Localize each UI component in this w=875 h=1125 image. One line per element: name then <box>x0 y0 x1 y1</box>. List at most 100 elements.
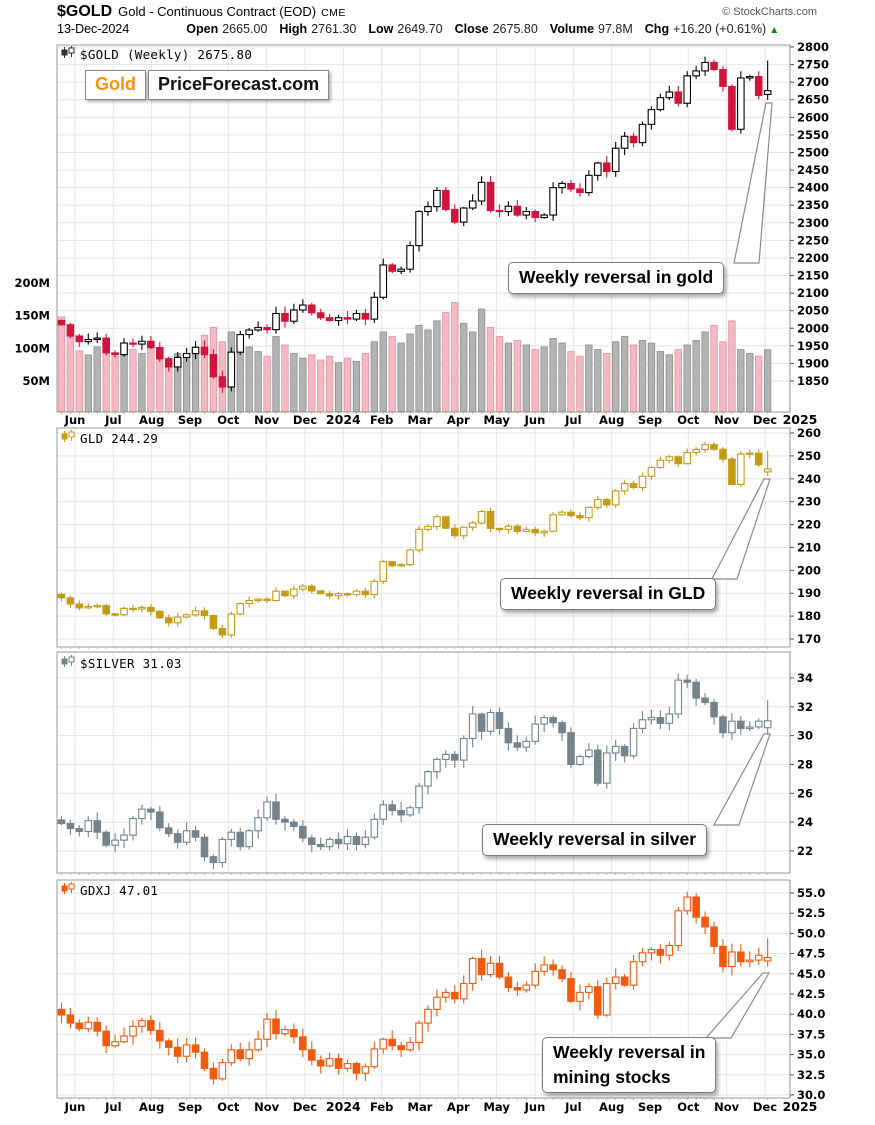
candle-up <box>540 964 548 972</box>
logo-gold-text: Gold <box>85 70 146 100</box>
candle-down <box>66 823 75 830</box>
candle-up <box>585 174 593 194</box>
candle-down <box>450 208 459 223</box>
price-axis-label: 2750 <box>797 58 829 72</box>
candle-down <box>334 838 343 845</box>
candle-down <box>701 697 709 704</box>
low-value: 2649.70 <box>397 22 443 36</box>
volume-bar <box>317 359 325 412</box>
candle-down <box>147 1020 155 1031</box>
candle-up <box>406 245 414 270</box>
candle-down <box>281 590 289 597</box>
candle-up <box>540 214 548 219</box>
month-axis-label: Nov <box>714 413 740 427</box>
month-axis-label: Oct <box>677 413 700 427</box>
candle-up <box>245 600 253 605</box>
candle-up <box>647 717 656 721</box>
candle-up <box>656 459 665 469</box>
candle-up <box>629 961 638 986</box>
candle-up <box>361 1066 370 1074</box>
candle-down <box>683 679 692 683</box>
candle-down <box>209 614 218 630</box>
candle-down <box>495 209 504 213</box>
candle-up <box>290 309 298 322</box>
volume-bar <box>272 336 280 412</box>
candle-up <box>638 952 647 963</box>
candle-down <box>147 808 155 813</box>
goldpriceforecast-logo: Gold PriceForecast.com <box>85 70 330 100</box>
candle-down <box>692 896 700 918</box>
candle-up <box>191 346 200 355</box>
volume-bar <box>719 341 727 412</box>
candle-up <box>325 1058 334 1067</box>
candle-down <box>737 720 745 729</box>
plot-frame <box>56 427 791 648</box>
candle-up <box>433 516 441 527</box>
candle-down <box>155 610 164 619</box>
candle-down <box>754 452 763 466</box>
candle-up <box>84 820 93 833</box>
gld-chart: 260 250 240 230 220 210 200 190 180 170 <box>56 426 821 649</box>
candle-down <box>728 85 736 130</box>
candle-up <box>120 342 128 356</box>
volume-bar <box>469 331 477 412</box>
candle-up <box>397 564 405 567</box>
price-axis-label: 1950 <box>797 339 829 353</box>
volume-bar <box>549 338 557 412</box>
candle-up <box>415 528 423 551</box>
candle-up <box>459 982 468 1000</box>
quote-line: 13-Dec-2024 Open 2665.00 High 2761.30 Low 2649… <box>57 22 779 36</box>
candle-down <box>236 1049 245 1060</box>
price-axis-label: 2150 <box>797 269 829 283</box>
candle-up <box>370 580 379 596</box>
candle-up <box>138 340 146 345</box>
annotation-pointer <box>711 478 771 580</box>
candle-up <box>459 207 468 223</box>
candlestick-icon <box>61 46 80 62</box>
volume-bar <box>522 344 530 412</box>
candle-down <box>513 986 522 991</box>
candle-down <box>129 607 137 611</box>
candle-down <box>442 189 450 210</box>
volume-bar <box>263 355 271 412</box>
candle-down <box>307 585 316 592</box>
candle-up <box>683 75 692 104</box>
volume-value: 97.8M <box>598 22 633 36</box>
volume-bar <box>370 341 378 412</box>
candle-up <box>379 264 388 298</box>
candle-down <box>513 742 522 748</box>
month-axis-label: Oct <box>217 413 240 427</box>
candle-up <box>611 147 620 173</box>
volume-bar <box>129 349 137 412</box>
price-axis-label: 2800 <box>797 40 829 54</box>
candle-up <box>594 499 602 508</box>
volume-bar <box>299 357 307 412</box>
candle-up <box>397 268 405 272</box>
candle-up <box>737 453 745 486</box>
chg-label: Chg <box>644 22 670 36</box>
volume-bar <box>576 355 584 412</box>
candle-down <box>236 831 245 848</box>
candle-up <box>182 830 191 843</box>
candle-up <box>406 1041 414 1051</box>
price-axis-label: 42.5 <box>797 987 825 1001</box>
candle-up <box>549 187 557 216</box>
candle-up <box>379 1038 388 1050</box>
candle-up <box>263 801 271 819</box>
month-axis-label: 2024 <box>326 412 361 427</box>
candle-down <box>576 188 584 194</box>
volume-bar <box>84 354 92 412</box>
volume-axis-label: 200M <box>15 276 50 290</box>
volume-bar <box>57 316 66 412</box>
candle-up <box>540 717 548 725</box>
month-axis-label: Aug <box>139 413 164 427</box>
month-axis-label: Apr <box>447 1100 470 1114</box>
candle-up <box>656 97 665 111</box>
candle-up <box>531 970 540 986</box>
volume-bar <box>191 351 200 412</box>
price-axis-label: 37.5 <box>797 1027 825 1041</box>
volume-bar <box>674 349 682 412</box>
candle-up <box>602 982 611 1016</box>
candle-up <box>263 1018 271 1040</box>
candle-up <box>647 109 656 125</box>
